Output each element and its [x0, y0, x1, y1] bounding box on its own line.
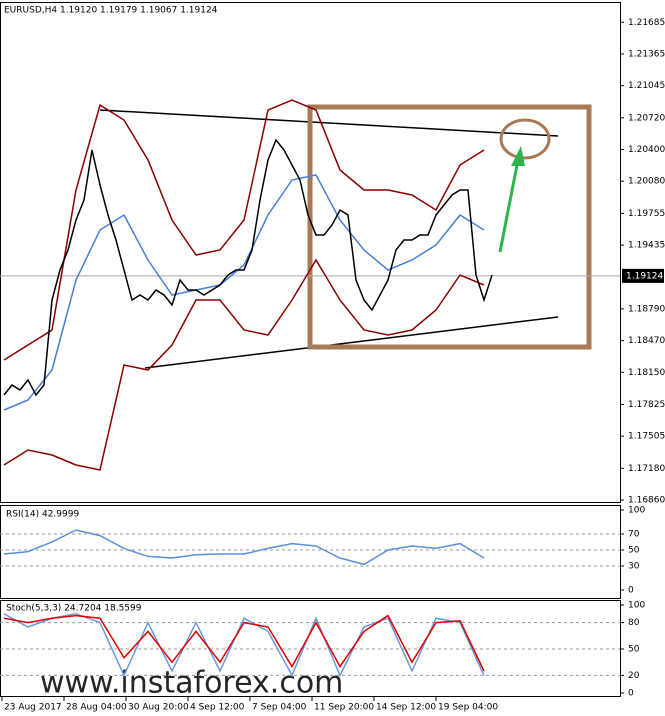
arrow-head [511, 146, 525, 166]
y-tick-label: 20 [628, 671, 640, 681]
last-price-label: 1.19124 [626, 271, 663, 281]
watermark: www.instaforex.com [40, 666, 343, 701]
x-tick-label: 11 Sep 20:00 [314, 703, 374, 713]
resistance-line [99, 109, 559, 137]
last-price-box [622, 268, 664, 283]
rsi-panel [0, 505, 621, 599]
series-line [3, 174, 485, 411]
x-tick-label: 19 Sep 04:00 [438, 703, 498, 713]
y-tick-label: 1.19435 [628, 241, 665, 251]
y-tick-label: 0 [628, 586, 634, 596]
y-tick-label: 1.20080 [628, 177, 665, 187]
y-tick-label: 1.18470 [628, 336, 665, 346]
y-tick-label: 100 [628, 601, 645, 611]
y-tick-label: 1.20400 [628, 145, 665, 155]
y-tick-label: 1.19755 [628, 209, 665, 219]
series-line [3, 614, 485, 672]
y-tick-label: 1.21045 [628, 81, 665, 91]
y-tick-label: 70 [628, 530, 640, 540]
price-panel [0, 2, 621, 503]
y-tick-label: 100 [628, 506, 645, 516]
y-tick-label: 1.17825 [628, 400, 665, 410]
y-tick-label: 1.18150 [628, 368, 665, 378]
y-tick-label: 1.18790 [628, 304, 665, 314]
x-tick-label: 14 Sep 12:00 [376, 703, 436, 713]
x-tick-label: 23 Aug 2017 [4, 703, 62, 713]
y-tick-label: 1.17180 [628, 464, 665, 474]
series-line [3, 529, 485, 566]
y-tick-label: 1.17505 [628, 432, 665, 442]
price-title: EURUSD,H4 1.19120 1.19179 1.19067 1.1912… [4, 6, 218, 16]
support-line [144, 316, 559, 369]
y-tick-label: 0 [628, 689, 634, 699]
y-tick-label: 80 [628, 618, 640, 628]
arrow-shaft [498, 159, 520, 253]
y-tick-label: 30 [628, 562, 640, 572]
target-ellipse [499, 118, 551, 160]
stoch-title: Stoch(5,3,3) 24.7204 18.5599 [6, 604, 142, 614]
y-tick-label: 50 [628, 645, 640, 655]
range-box [307, 104, 592, 350]
x-tick-label: 7 Sep 04:00 [252, 703, 307, 713]
series-line [3, 138, 493, 397]
y-tick-label: 1.20720 [628, 113, 665, 123]
y-tick-label: 1.16860 [628, 496, 665, 506]
x-tick-label: 30 Aug 20:00 [128, 703, 189, 713]
y-tick-label: 50 [628, 546, 640, 556]
y-tick-label: 1.21685 [628, 18, 665, 28]
x-tick-label: 28 Aug 04:00 [66, 703, 127, 713]
rsi-title: RSI(14) 42.9999 [6, 510, 79, 520]
x-tick-label: 4 Sep 12:00 [190, 703, 245, 713]
series-line [3, 258, 485, 471]
y-tick-label: 1.21365 [628, 49, 665, 59]
series-line [3, 99, 485, 361]
